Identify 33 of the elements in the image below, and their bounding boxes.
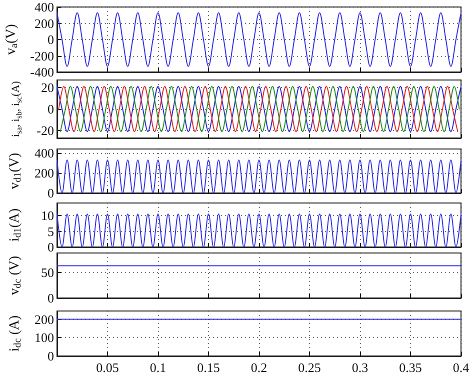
y-tick-label: 0: [48, 348, 54, 364]
y-tick-label: 200: [34, 16, 54, 31]
y-tick-label: -20: [36, 122, 54, 138]
x-tick-label: 0.2: [250, 360, 268, 375]
x-tick-label: 0.3: [352, 360, 368, 375]
y-tick-label: 0: [48, 186, 54, 200]
y-axis-title: va(V): [4, 24, 20, 55]
y-tick-label: 10: [41, 208, 54, 224]
y-tick-label: 5: [48, 224, 54, 239]
y-tick-label: 200: [34, 166, 54, 180]
y-tick-label: 0: [48, 102, 54, 116]
y-axis-title: idc (A): [8, 315, 24, 352]
y-tick-label: 100: [34, 330, 54, 346]
y-tick-label: 0: [48, 290, 54, 306]
y-tick-label: 400: [34, 0, 54, 14]
x-tick-label: 0.4: [452, 360, 470, 375]
x-tick-label: 0.15: [197, 360, 220, 375]
x-tick-label: 0.25: [298, 360, 321, 375]
y-tick-label: 0: [48, 32, 54, 47]
y-tick-label: -200: [30, 48, 54, 64]
x-tick-label: 0.35: [399, 360, 422, 375]
y-tick-label: 20: [41, 80, 54, 96]
y-tick-label: 50: [41, 264, 54, 280]
x-tick-label: 0.1: [150, 360, 166, 375]
y-axis-title: vdc (V): [8, 255, 24, 296]
x-tick-label: 0.05: [96, 360, 119, 375]
y-axis-title: vd1(V): [8, 152, 24, 190]
y-axis-title: isa, isb, isc(A): [10, 80, 24, 137]
y-tick-label: 0: [48, 240, 54, 254]
y-tick-label: -400: [30, 64, 54, 80]
y-axis-title: id1(A): [8, 208, 24, 242]
y-tick-label: 200: [34, 312, 54, 327]
y-tick-label: 400: [34, 146, 54, 160]
